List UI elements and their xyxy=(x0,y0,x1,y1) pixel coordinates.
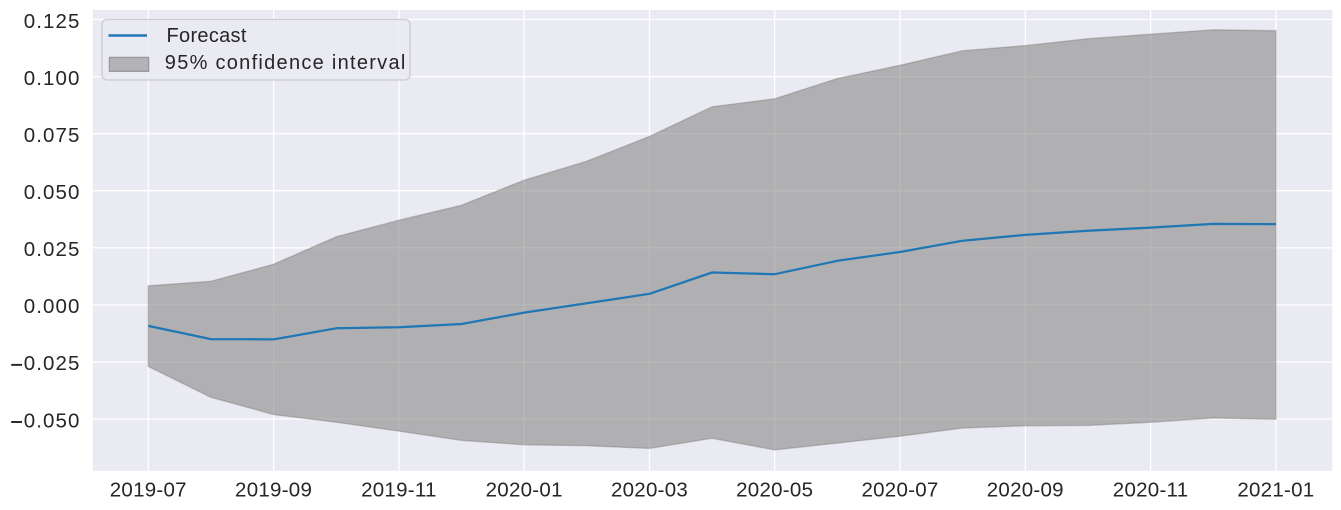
svg-text:95% confidence interval: 95% confidence interval xyxy=(165,52,407,74)
svg-text:0.000: 0.000 xyxy=(24,295,81,318)
svg-text:2020-07: 2020-07 xyxy=(861,479,938,502)
svg-text:0.025: 0.025 xyxy=(24,352,81,375)
svg-text:2020-03: 2020-03 xyxy=(611,479,688,502)
svg-text:2020-09: 2020-09 xyxy=(987,479,1064,502)
svg-text:2020-11: 2020-11 xyxy=(1113,479,1189,502)
svg-text:0.025: 0.025 xyxy=(24,238,81,261)
svg-text:0.050: 0.050 xyxy=(24,181,81,204)
svg-text:0.050: 0.050 xyxy=(24,409,81,432)
svg-text:2019-09: 2019-09 xyxy=(235,479,312,502)
svg-text:2019-11: 2019-11 xyxy=(361,479,437,502)
svg-text:0.075: 0.075 xyxy=(24,124,81,147)
svg-text:Forecast: Forecast xyxy=(167,25,247,47)
svg-text:2020-01: 2020-01 xyxy=(486,479,563,502)
svg-text:2019-07: 2019-07 xyxy=(110,479,187,502)
svg-text:2020-05: 2020-05 xyxy=(736,479,813,502)
svg-text:0.125: 0.125 xyxy=(24,10,81,33)
svg-text:0.100: 0.100 xyxy=(24,67,81,90)
svg-text:2021-01: 2021-01 xyxy=(1237,479,1314,502)
